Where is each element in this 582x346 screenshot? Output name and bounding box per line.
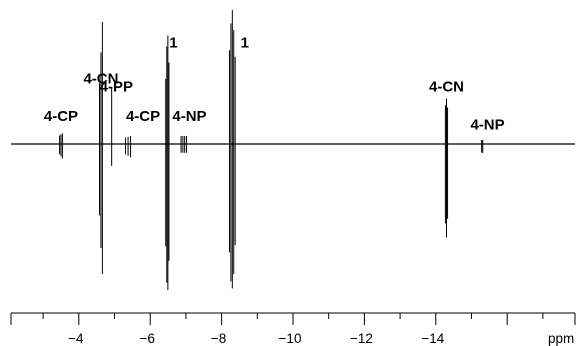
- x-axis-unit-label: ppm: [548, 331, 574, 346]
- peak-annotation: 4-PP: [100, 79, 133, 96]
- peak-annotation: 4-CP: [44, 108, 78, 125]
- peak-multiplet: [444, 98, 449, 238]
- peak-multiplet: [180, 135, 187, 153]
- peak-multiplet: [228, 10, 236, 289]
- x-tick-label: −8: [211, 331, 226, 346]
- x-tick-label: −12: [350, 331, 373, 346]
- peak-multiplet: [165, 35, 170, 290]
- x-tick-label: −4: [68, 331, 84, 346]
- peak-annotation: 4-CN: [83, 71, 118, 88]
- peak-annotation: 4-CN: [429, 79, 464, 96]
- peak-annotation: 4-NP: [470, 116, 504, 133]
- x-tick-label: −14: [421, 331, 444, 346]
- peak-annotation: 1: [169, 35, 177, 52]
- peak-labels: 4-CP4-CN4-PP4-CP 4-NP1 14-CN4-NP: [44, 35, 505, 134]
- spectrum-trace: [11, 10, 575, 290]
- peak-multiplet: [481, 139, 484, 153]
- x-tick-label: −6: [140, 331, 155, 346]
- x-axis: −4 −6 −8 −10 −12 −14: [10, 312, 576, 346]
- peak-annotation: 1: [241, 35, 249, 52]
- peak-annotation: 4-CP: [126, 108, 160, 125]
- peak-multiplet: [99, 22, 103, 274]
- peak-multiplet: [59, 133, 63, 159]
- x-tick-label: −10: [279, 331, 302, 346]
- peak-multiplet: [125, 135, 132, 158]
- peak-annotation: 4-NP: [172, 108, 206, 125]
